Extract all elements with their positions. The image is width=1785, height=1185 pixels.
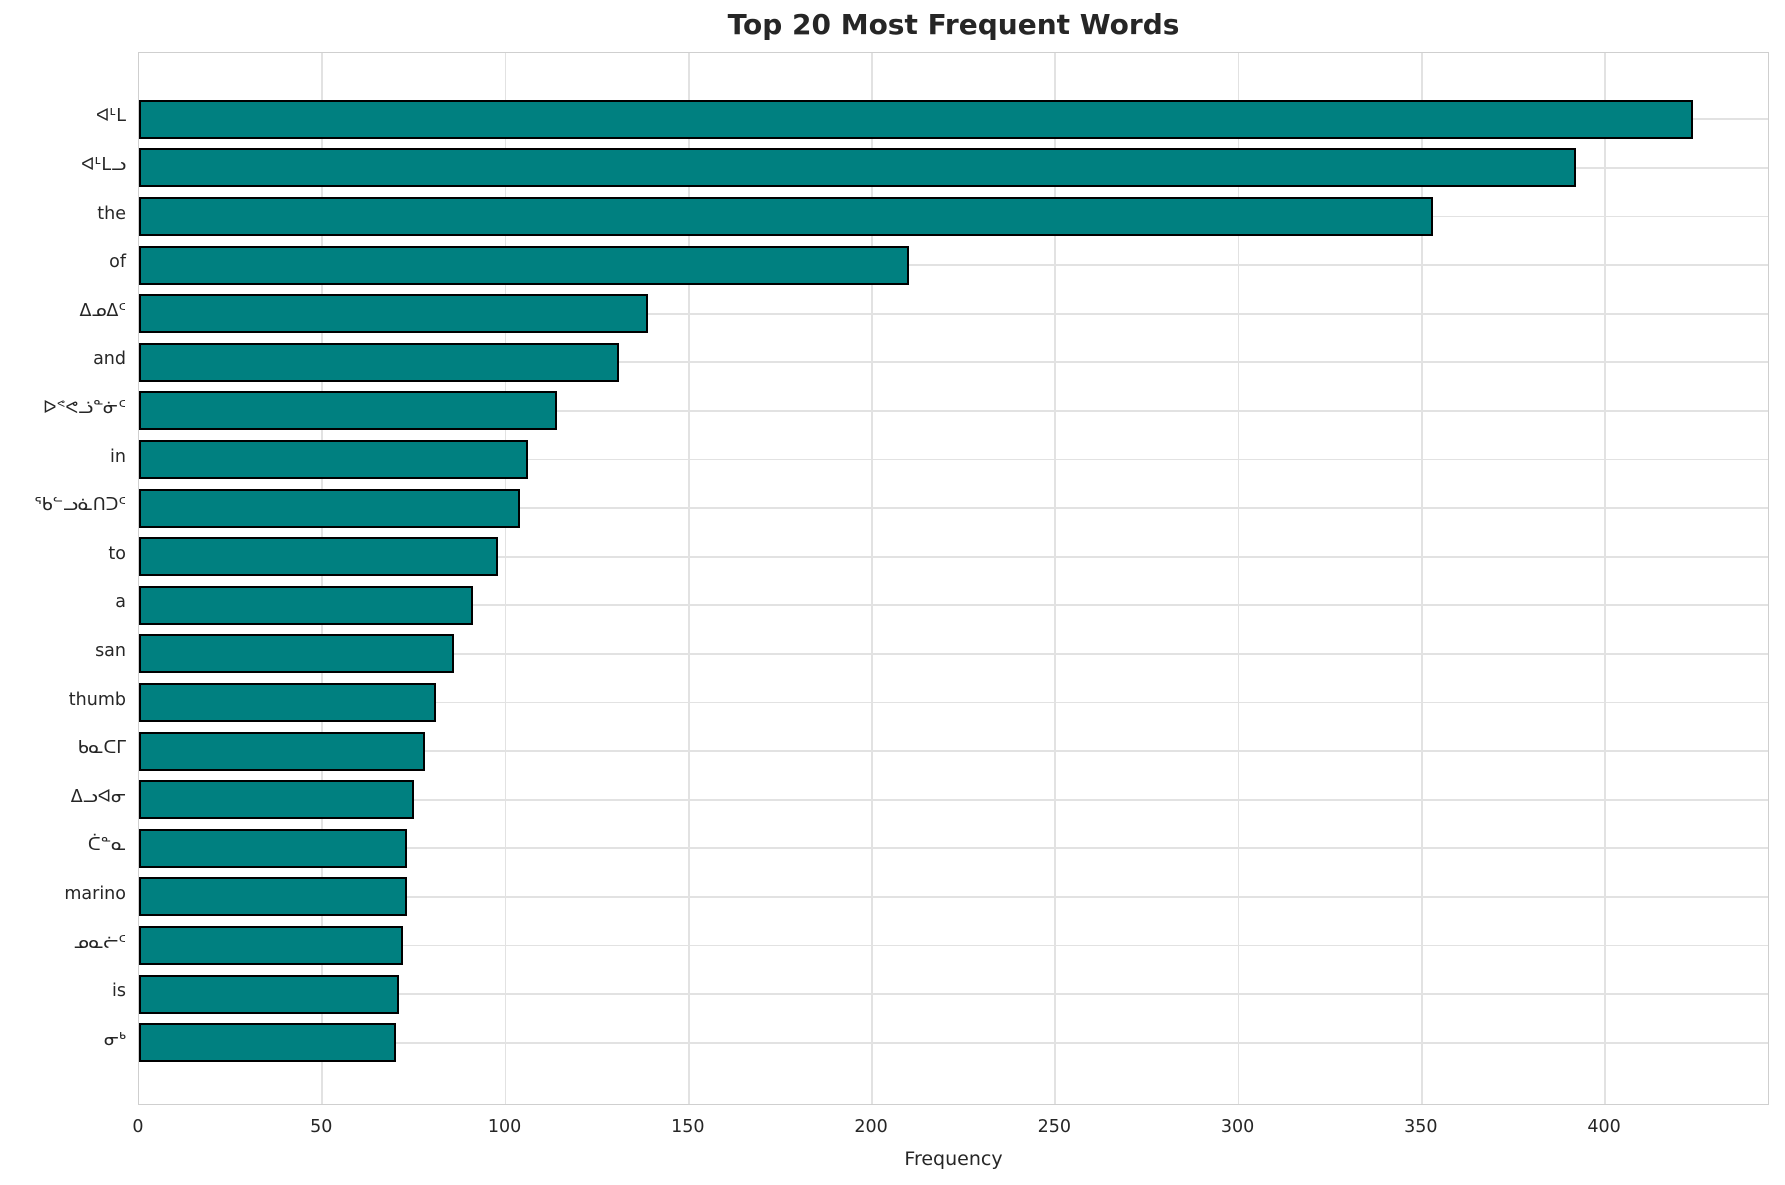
plot-area — [138, 52, 1769, 1105]
horizontal-gridline — [139, 944, 1768, 947]
y-axis-label: san — [95, 640, 126, 661]
y-axis-label: ᐅᕝᕙᓘᓐᓃᑦ — [43, 397, 126, 418]
bar — [139, 926, 403, 965]
vertical-gridline — [1054, 53, 1057, 1104]
bar — [139, 585, 473, 625]
horizontal-gridline — [139, 701, 1768, 704]
y-axis-label: thumb — [68, 689, 126, 710]
horizontal-gridline — [139, 847, 1768, 850]
x-tick-label: 250 — [1037, 1117, 1071, 1137]
horizontal-gridline — [139, 458, 1768, 461]
vertical-gridline — [1420, 53, 1423, 1104]
y-axis-label: ᖃᓪᓗᓈᑎᑐᑦ — [34, 495, 126, 516]
x-tick-label: 350 — [1404, 1117, 1438, 1137]
bar — [139, 245, 909, 285]
y-axis-label: ᐃᓄᐃᑦ — [79, 300, 126, 321]
bar — [139, 294, 649, 334]
x-tick-label: 300 — [1220, 1117, 1255, 1137]
bar — [139, 974, 400, 1014]
vertical-gridline — [1237, 53, 1240, 1104]
horizontal-gridline — [139, 555, 1768, 558]
y-axis-label: ᓂᒃ — [103, 1029, 126, 1050]
bar — [139, 440, 528, 479]
x-tick-label: 0 — [132, 1117, 144, 1137]
y-axis-label: and — [93, 349, 126, 370]
bar — [139, 634, 455, 674]
chart-title: Top 20 Most Frequent Words — [727, 8, 1180, 41]
y-axis-label: ᐃᓗᐊᓂ — [70, 786, 126, 807]
bar — [139, 99, 1694, 139]
vertical-gridline — [871, 53, 873, 1104]
x-tick-label: 400 — [1587, 1117, 1621, 1137]
bar — [139, 391, 557, 431]
y-axis-label: ᐊᒻᒪ — [96, 106, 126, 127]
y-axis-label: the — [97, 203, 126, 224]
horizontal-gridline — [139, 312, 1768, 315]
horizontal-gridline — [139, 653, 1768, 655]
y-axis-label: marino — [64, 883, 126, 904]
bar — [139, 1023, 396, 1063]
horizontal-gridline — [139, 750, 1768, 752]
bar — [139, 488, 521, 528]
vertical-gridline — [321, 53, 324, 1104]
x-tick-label: 200 — [854, 1117, 888, 1137]
bar — [139, 780, 414, 820]
horizontal-gridline — [139, 1041, 1768, 1044]
horizontal-gridline — [139, 604, 1768, 607]
y-axis-label: to — [108, 543, 126, 564]
bar — [139, 683, 436, 722]
x-tick-label: 50 — [310, 1117, 333, 1137]
y-axis-label: is — [112, 981, 126, 1002]
x-tick-label: 150 — [671, 1117, 705, 1137]
bar — [139, 537, 499, 577]
bar — [139, 828, 407, 868]
vertical-gridline — [504, 53, 507, 1104]
horizontal-gridline — [139, 896, 1768, 898]
y-axis-label: ᓄᓇᓖᑦ — [73, 932, 126, 953]
bar — [139, 148, 1576, 188]
horizontal-gridline — [139, 993, 1768, 995]
bar — [139, 342, 620, 382]
bar — [139, 197, 1433, 236]
y-axis-label: of — [109, 252, 126, 273]
y-axis-label: ᐊᒻᒪᓗ — [81, 154, 126, 175]
y-axis-label: in — [110, 446, 126, 467]
y-axis-label: ᑲᓇᑕᒥ — [77, 738, 126, 759]
y-axis-label: ᑖᓐᓇ — [87, 835, 126, 856]
x-tick-label: 100 — [487, 1117, 522, 1137]
vertical-gridline — [1604, 53, 1606, 1104]
y-axis-label: a — [115, 592, 126, 613]
bar — [139, 731, 425, 771]
horizontal-gridline — [139, 361, 1768, 364]
horizontal-gridline — [139, 410, 1768, 412]
bar — [139, 877, 407, 917]
x-axis-title: Frequency — [904, 1148, 1003, 1170]
horizontal-gridline — [139, 264, 1768, 266]
vertical-gridline — [687, 53, 690, 1104]
horizontal-gridline — [139, 798, 1768, 801]
horizontal-gridline — [139, 507, 1768, 509]
